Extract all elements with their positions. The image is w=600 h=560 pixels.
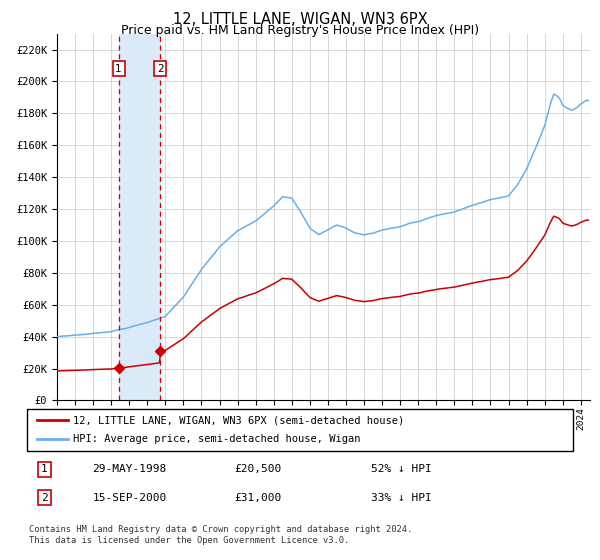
Text: £20,500: £20,500 — [235, 464, 282, 474]
Text: 29-MAY-1998: 29-MAY-1998 — [92, 464, 167, 474]
Text: HPI: Average price, semi-detached house, Wigan: HPI: Average price, semi-detached house,… — [73, 435, 361, 445]
Text: 15-SEP-2000: 15-SEP-2000 — [92, 493, 167, 503]
Text: 1: 1 — [41, 464, 48, 474]
FancyBboxPatch shape — [27, 409, 573, 451]
Text: 1: 1 — [115, 64, 122, 74]
Text: Price paid vs. HM Land Registry's House Price Index (HPI): Price paid vs. HM Land Registry's House … — [121, 24, 479, 37]
Text: 2: 2 — [41, 493, 48, 503]
Text: 12, LITTLE LANE, WIGAN, WN3 6PX: 12, LITTLE LANE, WIGAN, WN3 6PX — [173, 12, 427, 27]
Text: 12, LITTLE LANE, WIGAN, WN3 6PX (semi-detached house): 12, LITTLE LANE, WIGAN, WN3 6PX (semi-de… — [73, 415, 404, 425]
Text: £31,000: £31,000 — [235, 493, 282, 503]
Text: Contains HM Land Registry data © Crown copyright and database right 2024.
This d: Contains HM Land Registry data © Crown c… — [29, 525, 412, 545]
Bar — [119, 34, 160, 400]
Text: 2: 2 — [157, 64, 163, 74]
Text: 52% ↓ HPI: 52% ↓ HPI — [371, 464, 432, 474]
Text: 33% ↓ HPI: 33% ↓ HPI — [371, 493, 432, 503]
